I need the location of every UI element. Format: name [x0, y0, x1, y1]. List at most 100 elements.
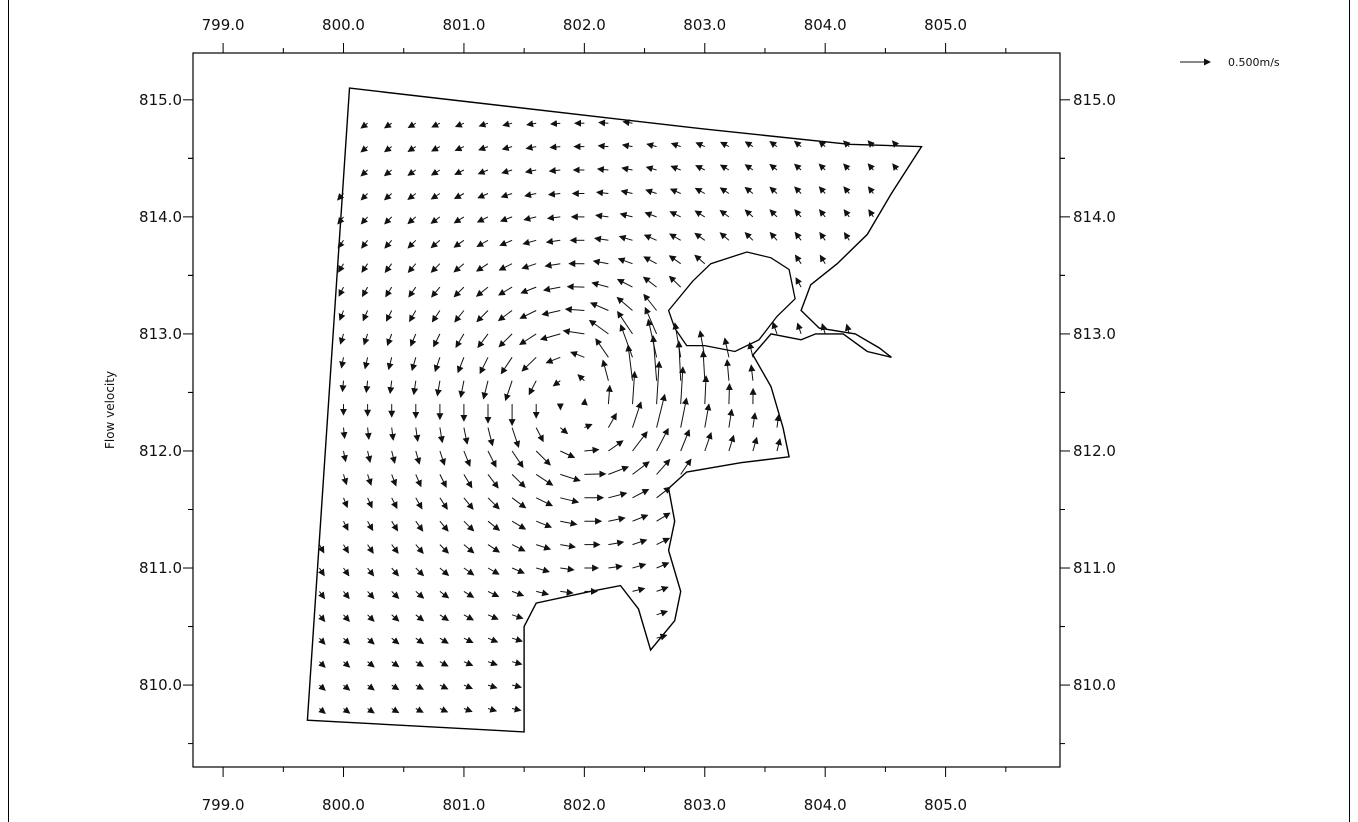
axis-tick-labels: 799.0 799.0 800.0 800.0 801.0 801.0 802.0 802.0… — [139, 16, 1116, 814]
velocity-vector — [744, 164, 754, 172]
velocity-vector — [463, 474, 473, 489]
velocity-vector — [669, 188, 681, 195]
velocity-vector — [608, 539, 625, 547]
velocity-vector — [525, 143, 537, 151]
velocity-vector — [616, 296, 633, 311]
velocity-vector — [842, 140, 851, 148]
velocity-vector — [642, 276, 657, 288]
velocity-vector — [502, 120, 513, 128]
velocity-vector — [391, 637, 400, 645]
velocity-vector — [521, 356, 537, 372]
y-tick-label-left: 812.0 — [139, 442, 182, 460]
velocity-vector — [391, 544, 399, 554]
velocity-vector — [818, 186, 827, 194]
velocity-vector — [439, 660, 449, 667]
velocity-vector — [439, 520, 449, 532]
velocity-vector — [584, 423, 593, 431]
velocity-vector — [656, 562, 670, 569]
velocity-vector — [543, 285, 561, 293]
velocity-vector — [632, 538, 648, 546]
velocity-vector — [747, 341, 755, 358]
velocity-vector — [548, 166, 561, 174]
x-tick-label-top: 799.0 — [202, 16, 245, 34]
velocity-vector — [439, 614, 450, 621]
velocity-vector — [580, 398, 588, 406]
velocity-vector — [415, 660, 425, 667]
velocity-vector — [560, 473, 581, 483]
velocity-vector — [524, 167, 537, 175]
velocity-vector — [453, 286, 465, 298]
velocity-vector — [487, 567, 500, 575]
velocity-vector — [453, 239, 465, 248]
velocity-vector — [367, 591, 375, 600]
velocity-vector — [342, 706, 351, 714]
velocity-vector — [362, 286, 369, 298]
velocity-vector — [511, 474, 526, 488]
velocity-vector — [477, 333, 489, 349]
velocity-vector — [360, 169, 368, 177]
velocity-vector — [793, 163, 802, 171]
velocity-vector — [337, 240, 345, 249]
velocity-vector — [340, 450, 348, 463]
velocity-vector — [536, 566, 550, 574]
velocity-vector — [453, 216, 465, 224]
velocity-vector — [536, 543, 552, 551]
velocity-vector — [487, 613, 499, 620]
velocity-vector — [868, 209, 876, 218]
velocity-vector — [342, 637, 351, 645]
x-tick-label-top: 801.0 — [442, 16, 485, 34]
velocity-vector — [656, 609, 669, 617]
velocity-vector — [387, 380, 395, 395]
x-tick-label-top: 802.0 — [563, 16, 606, 34]
velocity-vector — [588, 319, 609, 335]
velocity-vector — [415, 474, 422, 488]
velocity-vector — [363, 357, 370, 370]
velocity-vector — [478, 144, 489, 152]
velocity-vector — [545, 237, 561, 245]
velocity-vector — [365, 474, 373, 486]
x-tick-label-bottom: 803.0 — [683, 796, 726, 814]
velocity-vector — [622, 119, 633, 127]
velocity-vector — [669, 233, 681, 241]
velocity-vector — [318, 706, 326, 714]
velocity-vector — [415, 683, 424, 690]
velocity-vector — [338, 286, 345, 297]
velocity-vector — [463, 659, 474, 667]
velocity-vector — [342, 591, 350, 600]
velocity-vector — [318, 683, 326, 691]
velocity-vector — [656, 486, 671, 499]
velocity-vector — [867, 163, 875, 171]
velocity-vector — [597, 142, 609, 150]
y-tick-label-right: 811.0 — [1073, 559, 1116, 577]
velocity-vector — [643, 256, 657, 265]
velocity-vector — [669, 211, 681, 218]
velocity-vector — [695, 142, 706, 149]
velocity-vector — [793, 140, 802, 148]
velocity-vector — [383, 169, 393, 177]
x-tick-label-bottom: 802.0 — [563, 796, 606, 814]
velocity-vector — [413, 427, 421, 442]
velocity-vector — [317, 544, 325, 554]
velocity-vector — [771, 321, 779, 335]
y-tick-label-right: 814.0 — [1073, 208, 1116, 226]
velocity-vector — [601, 359, 609, 381]
velocity-vector — [679, 366, 687, 405]
velocity-vector — [338, 310, 346, 321]
velocity-vector — [552, 379, 561, 387]
velocity-vector — [366, 520, 374, 532]
velocity-vector — [500, 191, 513, 199]
velocity-vector — [724, 359, 732, 381]
velocity-vector — [364, 427, 372, 440]
velocity-vector — [795, 277, 802, 288]
velocity-vector — [794, 254, 802, 264]
velocity-vector — [361, 239, 369, 249]
velocity-vector — [608, 465, 630, 475]
velocity-vector — [478, 120, 489, 128]
velocity-vector — [645, 165, 657, 173]
velocity-vector — [511, 590, 525, 597]
velocity-vector — [475, 263, 489, 272]
velocity-vector — [463, 613, 474, 621]
velocity-vector — [819, 254, 827, 264]
velocity-vector — [632, 431, 648, 452]
legend: 0.500m/s — [1180, 56, 1280, 69]
